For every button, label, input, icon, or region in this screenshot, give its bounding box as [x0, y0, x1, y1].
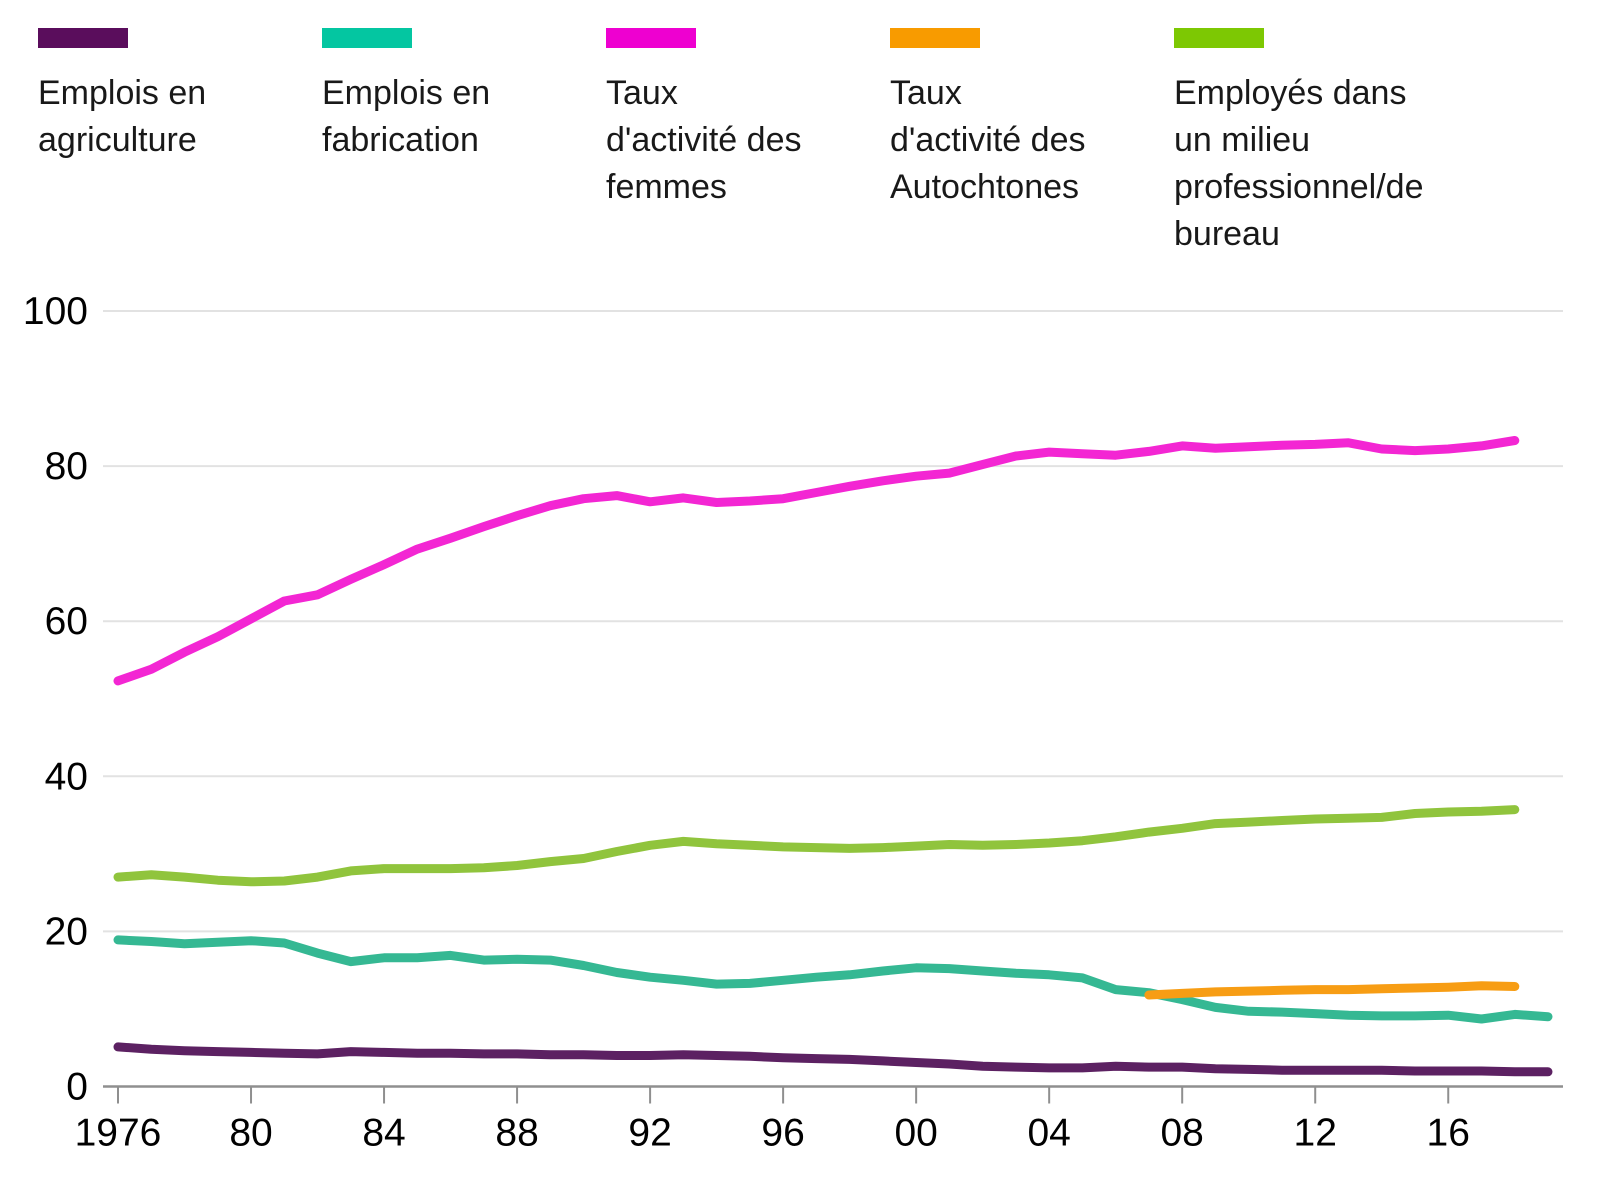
x-tick-label-84: 84: [362, 1112, 405, 1155]
y-tick-label-100: 100: [23, 290, 88, 333]
x-tick-label-00: 00: [894, 1112, 937, 1155]
series-line-emplois-en-agriculture: [113, 1042, 1553, 1077]
y-tick-label-40: 40: [45, 755, 88, 798]
legend-label: Emplois en agriculture: [38, 74, 207, 159]
legend-swatch: [1174, 28, 1264, 48]
y-tick-label-20: 20: [45, 910, 88, 953]
x-tick-label-96: 96: [761, 1112, 804, 1155]
y-tick-label-80: 80: [45, 445, 88, 488]
series-line-emplois-en-fabrication: [113, 935, 1553, 1024]
x-tick-label-80: 80: [229, 1112, 272, 1155]
legend: Emplois en agriculture Emplois en fabricati…: [0, 0, 1600, 280]
x-tick-label-04: 04: [1027, 1112, 1070, 1155]
legend-item: Emplois en fabrication: [322, 28, 602, 164]
legend-label: Emplois en fabrication: [322, 74, 491, 159]
legend-label: Employés dans un milieu professionnel/de bu…: [1174, 74, 1424, 253]
x-tick-label-88: 88: [495, 1112, 538, 1155]
legend-swatch: [38, 28, 128, 48]
x-tick-label-12: 12: [1294, 1112, 1337, 1155]
legend-swatch: [606, 28, 696, 48]
legend-item: Employés dans un milieu professionnel/de bu…: [1174, 28, 1454, 258]
legend-swatch: [322, 28, 412, 48]
y-tick-label-60: 60: [45, 600, 88, 643]
x-tick-label-08: 08: [1160, 1112, 1203, 1155]
x-tick-label-1976: 1976: [75, 1112, 162, 1155]
legend-item: Emplois en agriculture: [38, 28, 318, 164]
series-line-employ-s-dans-un-milieu-professionnel-de-bureau: [113, 805, 1520, 887]
y-tick-label-0: 0: [66, 1066, 88, 1109]
legend-label: Taux d'activité des Autochtones: [890, 74, 1086, 206]
legend-label: Taux d'activité des femmes: [606, 74, 802, 206]
legend-item: Taux d'activité des Autochtones: [890, 28, 1170, 211]
x-tick-label-16: 16: [1427, 1112, 1470, 1155]
legend-item: Taux d'activité des femmes: [606, 28, 886, 211]
legend-swatch: [890, 28, 980, 48]
series-line-taux-d-activit-des-autochtones: [1144, 981, 1520, 1000]
x-tick-label-92: 92: [628, 1112, 671, 1155]
series-line-taux-d-activit-des-femmes: [113, 436, 1520, 686]
